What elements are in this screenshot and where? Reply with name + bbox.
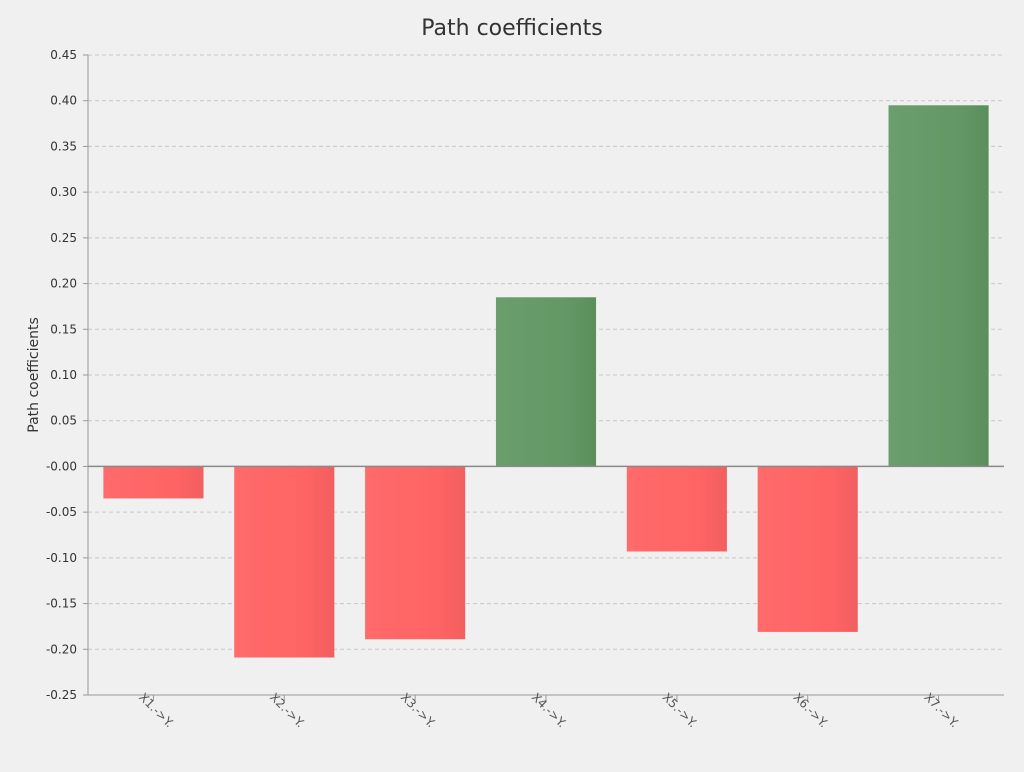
y-tick-label: -0.05 bbox=[46, 505, 77, 519]
bars bbox=[103, 105, 988, 657]
x-tick-label: X7.->Y. bbox=[921, 690, 961, 730]
x-tick-label: X1.->Y. bbox=[136, 690, 176, 730]
y-tick-label: 0.20 bbox=[50, 277, 77, 291]
y-tick-label: -0.15 bbox=[46, 597, 77, 611]
y-tick-label: 0.40 bbox=[50, 94, 77, 108]
x-tick-label: X3.->Y. bbox=[398, 690, 438, 730]
x-tick-label: X5.->Y. bbox=[660, 690, 700, 730]
y-tick-label: 0.30 bbox=[50, 185, 77, 199]
y-tick-label: 0.45 bbox=[50, 48, 77, 62]
x-tick-label: X2.->Y. bbox=[267, 690, 307, 730]
y-tick-label: -0.20 bbox=[46, 642, 77, 656]
y-axis-label: Path coefficients bbox=[26, 317, 42, 432]
bar-x7-y bbox=[889, 105, 989, 466]
chart-title: Path coefficients bbox=[421, 16, 602, 41]
y-axis-ticks: 0.45 0.40 0.35 0.30 0.25 0.20 0.15 0.10 0.05 -0.0… bbox=[46, 48, 88, 702]
y-tick-label: -0.00 bbox=[46, 459, 77, 473]
y-tick-label: 0.35 bbox=[50, 139, 77, 153]
y-tick-label: 0.05 bbox=[50, 414, 77, 428]
x-tick-label: X6.->Y. bbox=[790, 690, 830, 730]
bar-x3-y bbox=[365, 466, 465, 639]
y-tick-label: -0.10 bbox=[46, 551, 77, 565]
y-tick-label: 0.15 bbox=[50, 322, 77, 336]
x-tick-label: X4.->Y. bbox=[529, 690, 569, 730]
bar-x1-y bbox=[103, 466, 203, 498]
y-tick-label: 0.25 bbox=[50, 231, 77, 245]
y-tick-label: -0.25 bbox=[46, 688, 77, 702]
bar-x5-y bbox=[627, 466, 727, 551]
x-axis-ticks: X1.->Y. X2.->Y. X3.->Y. X4.->Y. X5.->Y. X6.->… bbox=[136, 690, 961, 730]
bar-x6-y bbox=[758, 466, 858, 631]
y-tick-label: 0.10 bbox=[50, 368, 77, 382]
bar-x2-y bbox=[234, 466, 334, 657]
bar-x4-y bbox=[496, 297, 596, 466]
